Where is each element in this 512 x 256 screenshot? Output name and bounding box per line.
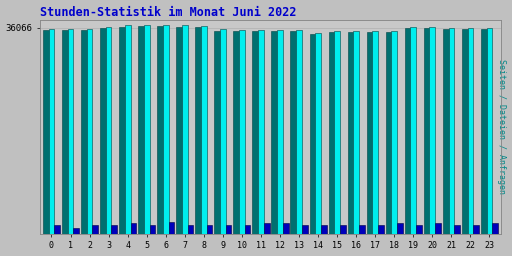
Bar	[310, 34, 315, 234]
Bar	[131, 223, 136, 234]
Bar	[321, 225, 327, 234]
Bar	[157, 26, 163, 234]
Bar	[315, 33, 321, 234]
Bar	[348, 32, 353, 234]
Bar	[138, 26, 144, 234]
Bar	[340, 225, 346, 234]
Bar	[168, 222, 174, 234]
Bar	[372, 30, 378, 234]
Bar	[187, 225, 194, 234]
Bar	[404, 28, 411, 234]
Bar	[283, 223, 289, 234]
Bar	[119, 27, 125, 234]
Bar	[226, 225, 231, 234]
Bar	[54, 225, 60, 234]
Bar	[239, 30, 245, 234]
Bar	[271, 31, 277, 234]
Bar	[258, 30, 264, 234]
Bar	[62, 30, 68, 234]
Bar	[144, 25, 150, 234]
Bar	[176, 27, 182, 234]
Bar	[443, 29, 449, 234]
Bar	[264, 223, 269, 234]
Bar	[49, 29, 54, 234]
Bar	[68, 29, 73, 234]
Bar	[233, 31, 239, 234]
Bar	[424, 28, 430, 234]
Bar	[416, 225, 422, 234]
Bar	[435, 223, 441, 234]
Bar	[378, 225, 384, 234]
Bar	[220, 29, 226, 234]
Bar	[150, 225, 155, 234]
Bar	[329, 32, 334, 234]
Bar	[100, 28, 106, 234]
Bar	[290, 31, 296, 234]
Bar	[391, 30, 397, 234]
Bar	[430, 27, 435, 234]
Bar	[245, 225, 250, 234]
Bar	[296, 30, 302, 234]
Bar	[182, 25, 187, 234]
Text: Stunden-Statistik im Monat Juni 2022: Stunden-Statistik im Monat Juni 2022	[40, 6, 296, 18]
Bar	[449, 28, 454, 234]
Bar	[81, 30, 87, 234]
Bar	[277, 30, 283, 234]
Bar	[473, 225, 479, 234]
Bar	[386, 32, 391, 234]
Bar	[462, 29, 467, 234]
Bar	[481, 29, 486, 234]
Bar	[367, 32, 372, 234]
Y-axis label: Seiten / Dateien / Anfragen: Seiten / Dateien / Anfragen	[498, 59, 506, 194]
Bar	[252, 31, 258, 234]
Bar	[93, 225, 98, 234]
Bar	[486, 28, 493, 234]
Bar	[112, 225, 117, 234]
Bar	[125, 25, 131, 234]
Bar	[43, 30, 49, 234]
Bar	[163, 25, 168, 234]
Bar	[207, 225, 212, 234]
Bar	[493, 223, 498, 234]
Bar	[195, 27, 201, 234]
Bar	[359, 225, 365, 234]
Bar	[201, 26, 207, 234]
Bar	[467, 28, 473, 234]
Bar	[302, 225, 308, 234]
Bar	[353, 30, 359, 234]
Bar	[397, 223, 403, 234]
Bar	[334, 31, 340, 234]
Bar	[87, 29, 93, 234]
Bar	[106, 27, 112, 234]
Bar	[73, 228, 79, 234]
Bar	[454, 225, 460, 234]
Bar	[411, 27, 416, 234]
Bar	[215, 30, 220, 234]
